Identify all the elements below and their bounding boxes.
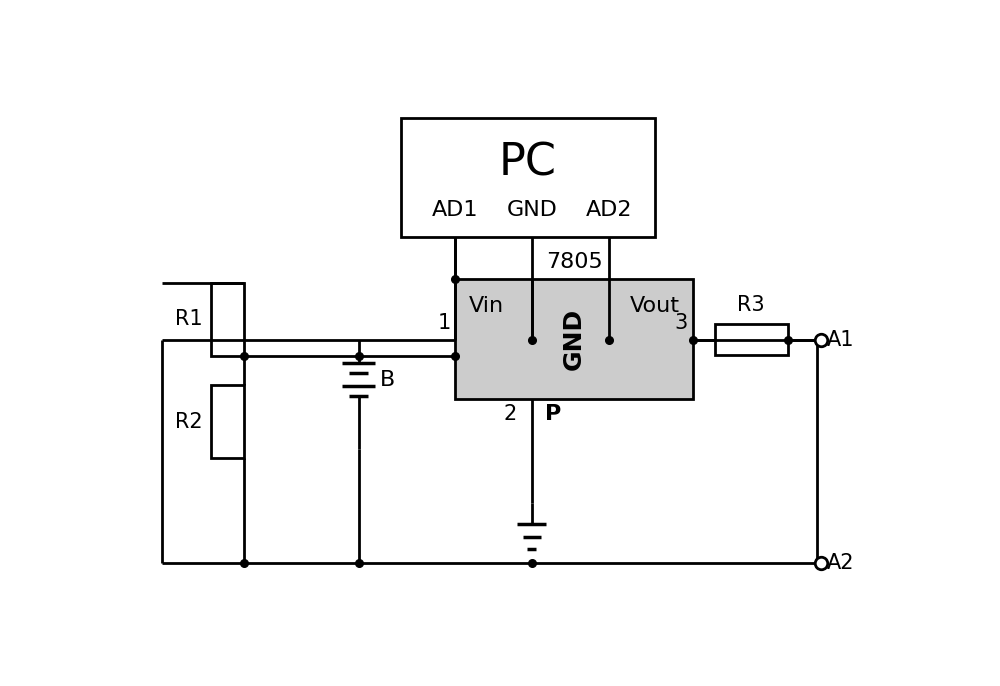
Text: R3: R3	[737, 295, 765, 315]
Text: R1: R1	[175, 309, 202, 329]
Text: Vin: Vin	[469, 296, 504, 316]
Bar	[455, 279, 693, 399]
Text: 2: 2	[503, 404, 516, 424]
Text: A2: A2	[827, 553, 854, 573]
Text: PC: PC	[499, 141, 557, 185]
Text: A1: A1	[827, 329, 854, 349]
Text: 1: 1	[438, 314, 451, 333]
Text: 3: 3	[675, 314, 688, 333]
Text: AD1: AD1	[432, 200, 478, 220]
Text: GND: GND	[506, 200, 557, 220]
Text: R2: R2	[175, 412, 202, 432]
Text: GND: GND	[562, 308, 586, 370]
Text: B: B	[380, 370, 395, 390]
Bar	[211, 386, 244, 458]
Text: Vout: Vout	[630, 296, 680, 316]
Bar	[401, 118, 655, 237]
Text: AD2: AD2	[586, 200, 632, 220]
Text: P: P	[545, 404, 561, 424]
Bar	[211, 283, 244, 356]
Bar	[715, 324, 788, 355]
Text: 7805: 7805	[546, 252, 602, 272]
